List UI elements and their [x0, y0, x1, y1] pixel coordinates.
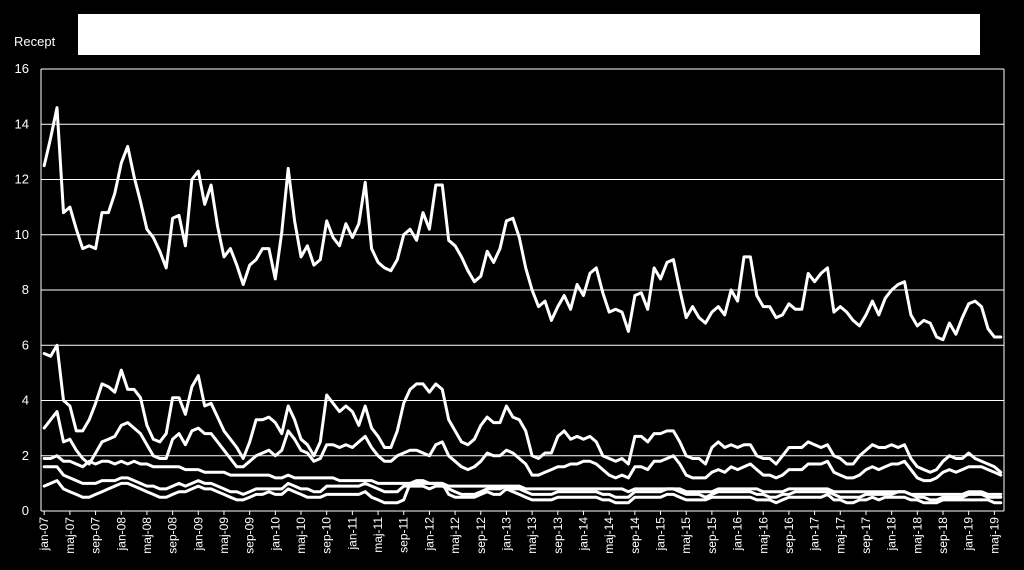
x-tick-label: jan-15 — [654, 517, 668, 552]
x-tick-label: jan-12 — [422, 517, 436, 552]
x-tick-label: maj-19 — [987, 517, 1001, 554]
x-tick-label: sep-14 — [628, 517, 642, 554]
x-tick-label: sep-11 — [397, 517, 411, 553]
series-line-4 — [42, 454, 1003, 496]
x-tick-label: sep-09 — [243, 517, 257, 554]
x-tick-label: maj-11 — [371, 517, 385, 553]
x-tick-label: jan-16 — [731, 517, 745, 552]
x-tick-label: maj-15 — [679, 517, 693, 554]
x-tick-label: jan-07 — [37, 517, 51, 552]
x-tick-label: jan-17 — [808, 517, 822, 552]
x-tick-label: sep-15 — [705, 517, 719, 554]
y-tick-label: 14 — [15, 116, 29, 131]
series-line-5 — [42, 465, 1003, 502]
x-tick-label: maj-14 — [602, 517, 616, 554]
y-tick-label: 0 — [22, 503, 29, 518]
x-tick-label: jan-18 — [885, 517, 899, 552]
y-tick-label: 6 — [22, 337, 29, 352]
x-tick-label: maj-10 — [294, 517, 308, 554]
x-tick-label: sep-13 — [551, 517, 565, 554]
x-tick-label: maj-08 — [140, 517, 154, 554]
x-tick-label: maj-07 — [63, 517, 77, 554]
x-tick-label: maj-13 — [525, 517, 539, 554]
x-tick-label: sep-10 — [320, 517, 334, 554]
series-line-6 — [42, 479, 1003, 505]
x-tick-label: jan-11 — [345, 517, 359, 551]
y-tick-label: 10 — [15, 227, 29, 242]
x-tick-label: maj-09 — [217, 517, 231, 554]
x-tick-label: sep-07 — [89, 517, 103, 554]
x-tick-label: sep-17 — [859, 517, 873, 554]
series-line-3 — [42, 410, 1003, 483]
x-tick-label: jan-14 — [576, 517, 590, 552]
x-tick-label: jan-08 — [114, 517, 128, 552]
series-line-1 — [42, 106, 1003, 342]
x-tick-label: sep-18 — [936, 517, 950, 554]
x-tick-label: jan-10 — [268, 517, 282, 552]
y-tick-label: 12 — [15, 172, 29, 187]
x-tick-label: maj-16 — [756, 517, 770, 554]
x-tick-label: sep-16 — [782, 517, 796, 554]
series-line-2 — [42, 343, 1003, 474]
x-tick-label: maj-18 — [910, 517, 924, 554]
x-tick-label: jan-13 — [499, 517, 513, 552]
y-axis-label: Recept — [14, 34, 56, 49]
legend-box — [78, 14, 980, 55]
x-tick-label: sep-12 — [474, 517, 488, 554]
x-tick-label: maj-17 — [833, 517, 847, 554]
y-tick-label: 4 — [22, 393, 29, 408]
x-tick-label: maj-12 — [448, 517, 462, 554]
x-tick-label: jan-19 — [962, 517, 976, 552]
y-tick-label: 16 — [15, 61, 29, 76]
y-tick-label: 8 — [22, 282, 29, 297]
y-tick-label: 2 — [22, 448, 29, 463]
x-tick-label: sep-08 — [166, 517, 180, 554]
x-tick-label: jan-09 — [191, 517, 205, 552]
